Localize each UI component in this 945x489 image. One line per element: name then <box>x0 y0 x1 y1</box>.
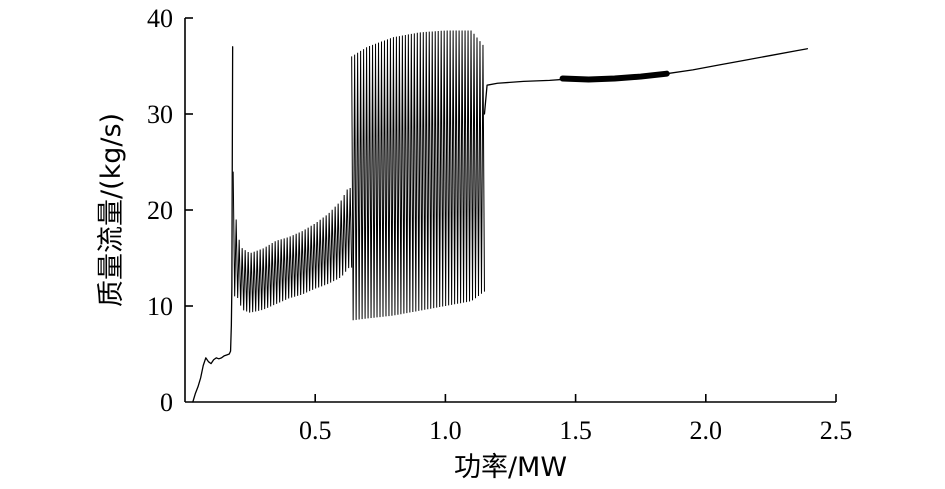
x-tick-label: 1.5 <box>559 416 592 445</box>
y-tick-label: 20 <box>147 196 173 225</box>
plot-lines <box>192 30 809 403</box>
y-tick-label: 40 <box>147 4 173 33</box>
x-tick-label: 2.5 <box>820 416 853 445</box>
x-axis-label: 功率/MW <box>454 452 567 483</box>
series-line <box>483 78 564 115</box>
y-tick-label: 10 <box>147 292 173 321</box>
x-tick-label: 0.5 <box>299 416 332 445</box>
series-oscillation-band <box>232 171 353 313</box>
axis-ticks: 0.5 1.0 1.5 2.0 2.5 0 10 20 30 40 <box>147 4 852 445</box>
series-line <box>192 46 234 403</box>
series-line <box>666 48 809 75</box>
y-tick-label: 30 <box>147 100 173 129</box>
series-oscillation-band <box>351 30 485 321</box>
y-tick-label: 0 <box>160 388 173 417</box>
x-tick-label: 1.0 <box>429 416 462 445</box>
chart-axes <box>184 18 836 403</box>
series-thick-segment <box>559 70 670 83</box>
y-axis-label: 质量流量/(kg/s) <box>96 113 127 307</box>
x-tick-label: 2.0 <box>690 416 723 445</box>
